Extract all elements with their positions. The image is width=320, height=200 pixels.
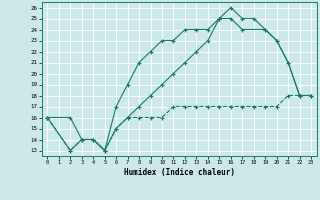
X-axis label: Humidex (Indice chaleur): Humidex (Indice chaleur) [124,168,235,177]
